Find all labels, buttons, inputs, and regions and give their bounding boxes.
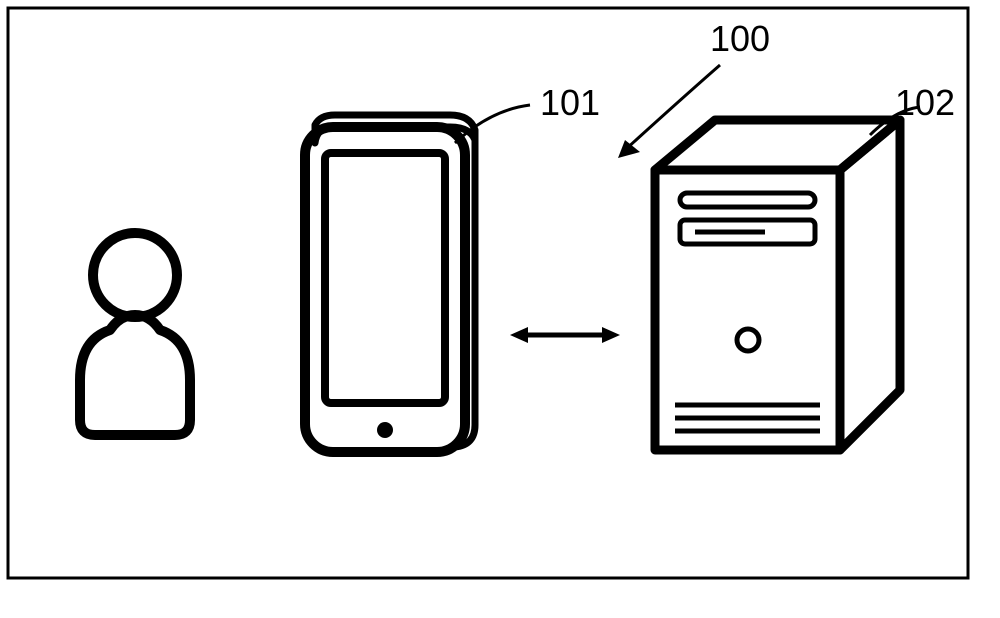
bidirectional-arrow — [510, 327, 620, 343]
smartphone-icon — [305, 115, 475, 452]
server-tower-icon — [655, 120, 900, 450]
label-system: 100 — [710, 18, 770, 60]
person-icon — [80, 233, 190, 435]
callout-line-101 — [455, 105, 530, 143]
label-server: 102 — [895, 82, 955, 124]
diagram-canvas — [0, 0, 1000, 618]
label-phone: 101 — [540, 82, 600, 124]
system-arrow — [618, 65, 720, 158]
